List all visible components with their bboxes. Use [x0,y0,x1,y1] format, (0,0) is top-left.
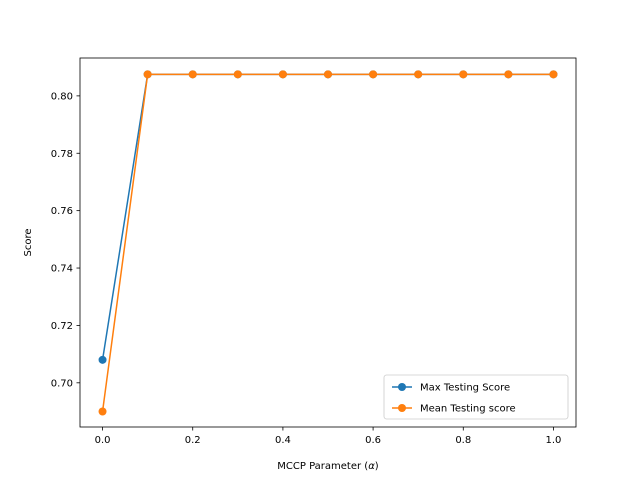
legend-label: Max Testing Score [420,383,510,394]
data-point [549,70,558,79]
legend-box [383,374,569,420]
legend-label: Mean Testing score [420,404,516,415]
y-tick-label: 0.72 [51,321,73,332]
y-tick-label: 0.70 [51,378,73,389]
y-tick-label: 0.78 [51,149,73,160]
x-tick-label: 1.0 [546,435,562,446]
data-point [414,70,423,79]
axes-frame [79,57,577,428]
x-tick-label: 0.8 [455,435,471,446]
series-2 [98,70,558,416]
data-point [233,70,242,79]
x-tick-label: 0.0 [95,435,111,446]
x-tick-label: 0.2 [185,435,201,446]
plot-area [98,70,558,416]
y-tick-label: 0.76 [51,206,73,217]
x-axis-label: MCCP Parameter (α) [277,461,379,472]
data-point [504,70,513,79]
data-point [188,70,197,79]
y-axis-label: Score [23,228,34,256]
y-tick-label: 0.80 [51,91,73,102]
data-point [369,70,378,79]
axis-ticks: 0.0 0.2 0.4 0.6 0.8 1.0 0.70 0.72 0.74 0.76 0.78 0.… [51,91,562,446]
legend-marker [398,383,406,391]
data-point [98,355,107,364]
data-point [324,70,332,79]
data-point [459,70,468,79]
x-tick-label: 0.4 [275,435,291,446]
legend-marker [398,404,406,412]
data-point [143,70,152,79]
legend: Max Testing Score Mean Testing score [383,374,569,420]
x-tick-label: 0.6 [365,435,381,446]
data-point [98,407,107,416]
data-point [278,70,287,79]
y-tick-label: 0.74 [51,264,73,275]
